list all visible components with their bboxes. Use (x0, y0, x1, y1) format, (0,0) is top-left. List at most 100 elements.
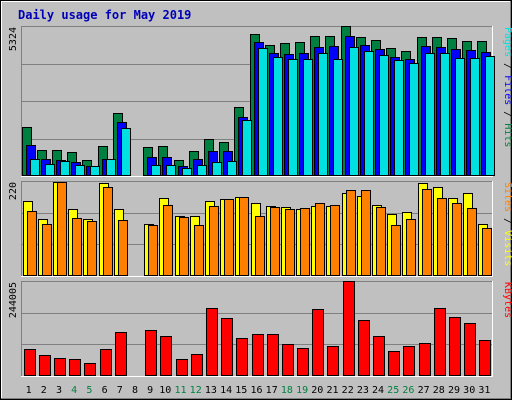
legend-hits: Pages / Files / Hits (502, 27, 512, 147)
bar-hits-pages-11 (182, 168, 192, 176)
legend-part-visits-0: Sites (502, 182, 512, 212)
bar-visits-sites-25 (391, 225, 401, 276)
bar-hits-pages-31 (485, 56, 495, 176)
bar-kbytes-kbytes-4 (69, 359, 81, 376)
bar-kbytes-kbytes-17 (267, 334, 279, 376)
legend-part-hits-3: / (502, 105, 512, 123)
bar-visits-sites-10 (163, 205, 173, 276)
day-label-18: 18 (281, 385, 293, 396)
day-label-12: 12 (190, 385, 202, 396)
bar-kbytes-kbytes-3 (54, 358, 66, 376)
day-label-11: 11 (174, 385, 186, 396)
bar-hits-pages-29 (455, 58, 465, 176)
day-label-17: 17 (266, 385, 278, 396)
bar-hits-pages-25 (394, 60, 404, 176)
bar-kbytes-kbytes-31 (479, 340, 491, 376)
bar-kbytes-kbytes-24 (373, 336, 385, 376)
bar-visits-sites-6 (103, 187, 113, 276)
bar-visits-sites-13 (209, 206, 219, 276)
bar-visits-sites-26 (406, 219, 416, 276)
bar-kbytes-kbytes-13 (206, 308, 218, 376)
bar-hits-pages-2 (45, 164, 55, 176)
day-label-2: 2 (41, 385, 47, 396)
bar-kbytes-kbytes-19 (297, 348, 309, 376)
bar-visits-sites-28 (437, 198, 447, 276)
bar-hits-pages-1 (30, 159, 40, 176)
day-label-29: 29 (448, 385, 460, 396)
bar-visits-sites-2 (42, 224, 52, 276)
bar-hits-pages-12 (197, 165, 207, 176)
bar-kbytes-kbytes-30 (464, 323, 476, 376)
bar-hits-pages-17 (273, 57, 283, 176)
bar-hits-pages-13 (212, 162, 222, 176)
day-label-31: 31 (478, 385, 490, 396)
bar-hits-pages-4 (75, 165, 85, 176)
bar-hits-pages-6 (106, 159, 116, 176)
bar-visits-sites-4 (72, 218, 82, 276)
legend-part-visits-1: / (502, 212, 512, 230)
day-label-13: 13 (205, 385, 217, 396)
day-label-15: 15 (235, 385, 247, 396)
bar-kbytes-kbytes-22 (343, 281, 355, 376)
bar-visits-sites-3 (57, 182, 67, 276)
bar-hits-pages-16 (258, 48, 268, 176)
bar-hits-pages-22 (349, 47, 359, 176)
bar-kbytes-kbytes-28 (434, 308, 446, 376)
day-label-5: 5 (86, 385, 92, 396)
bar-hits-pages-19 (303, 59, 313, 176)
day-label-10: 10 (159, 385, 171, 396)
day-label-3: 3 (56, 385, 62, 396)
bar-hits-pages-24 (379, 55, 389, 176)
bar-visits-sites-29 (452, 203, 462, 276)
day-label-7: 7 (117, 385, 123, 396)
day-label-14: 14 (220, 385, 232, 396)
bar-kbytes-kbytes-23 (358, 320, 370, 376)
series-kbytes-kbytes (24, 281, 491, 376)
day-label-8: 8 (132, 385, 138, 396)
bar-visits-sites-15 (239, 197, 249, 276)
bar-visits-sites-1 (27, 211, 37, 276)
day-label-6: 6 (102, 385, 108, 396)
bar-hits-pages-15 (242, 120, 252, 176)
bar-visits-sites-7 (118, 220, 128, 276)
bar-visits-sites-9 (148, 225, 158, 276)
bar-kbytes-kbytes-11 (176, 359, 188, 376)
bar-hits-pages-20 (318, 53, 328, 176)
panel-visits: 220 Sites / Visits (8, 181, 512, 277)
chart-title: Daily usage for May 2019 (18, 8, 191, 22)
legend-kbytes: KBytes (502, 282, 512, 318)
legend-part-hits-0: Pages (502, 27, 512, 57)
bar-kbytes-kbytes-9 (145, 330, 157, 376)
day-label-16: 16 (250, 385, 262, 396)
panel-hits: 5324 Pages / Files / Hits (8, 26, 512, 177)
bar-hits-pages-23 (364, 51, 374, 176)
bar-hits-pages-9 (151, 165, 161, 176)
bar-kbytes-kbytes-20 (312, 309, 324, 376)
bar-hits-pages-5 (90, 166, 100, 176)
bar-visits-sites-19 (300, 208, 310, 276)
bar-kbytes-kbytes-14 (221, 318, 233, 376)
day-label-26: 26 (402, 385, 414, 396)
day-label-9: 9 (147, 385, 153, 396)
day-label-22: 22 (342, 385, 354, 396)
day-label-25: 25 (387, 385, 399, 396)
bar-visits-sites-24 (376, 207, 386, 276)
legend-part-visits-2: Visits (502, 230, 512, 266)
bar-kbytes-kbytes-1 (24, 349, 36, 376)
bar-kbytes-kbytes-18 (282, 344, 294, 376)
bar-hits-pages-27 (425, 53, 435, 176)
day-label-27: 27 (418, 385, 430, 396)
bar-kbytes-kbytes-12 (191, 354, 203, 376)
bar-hits-pages-14 (227, 161, 237, 176)
bar-hits-pages-26 (409, 63, 419, 176)
legend-visits: Sites / Visits (502, 182, 512, 266)
day-label-21: 21 (326, 385, 338, 396)
legend-part-kbytes-0: KBytes (502, 282, 512, 318)
day-label-30: 30 (463, 385, 475, 396)
bar-visits-sites-16 (255, 216, 265, 276)
bar-hits-pages-30 (470, 58, 480, 176)
bar-hits-pages-10 (166, 165, 176, 176)
bar-kbytes-kbytes-7 (115, 332, 127, 376)
day-label-1: 1 (26, 385, 32, 396)
